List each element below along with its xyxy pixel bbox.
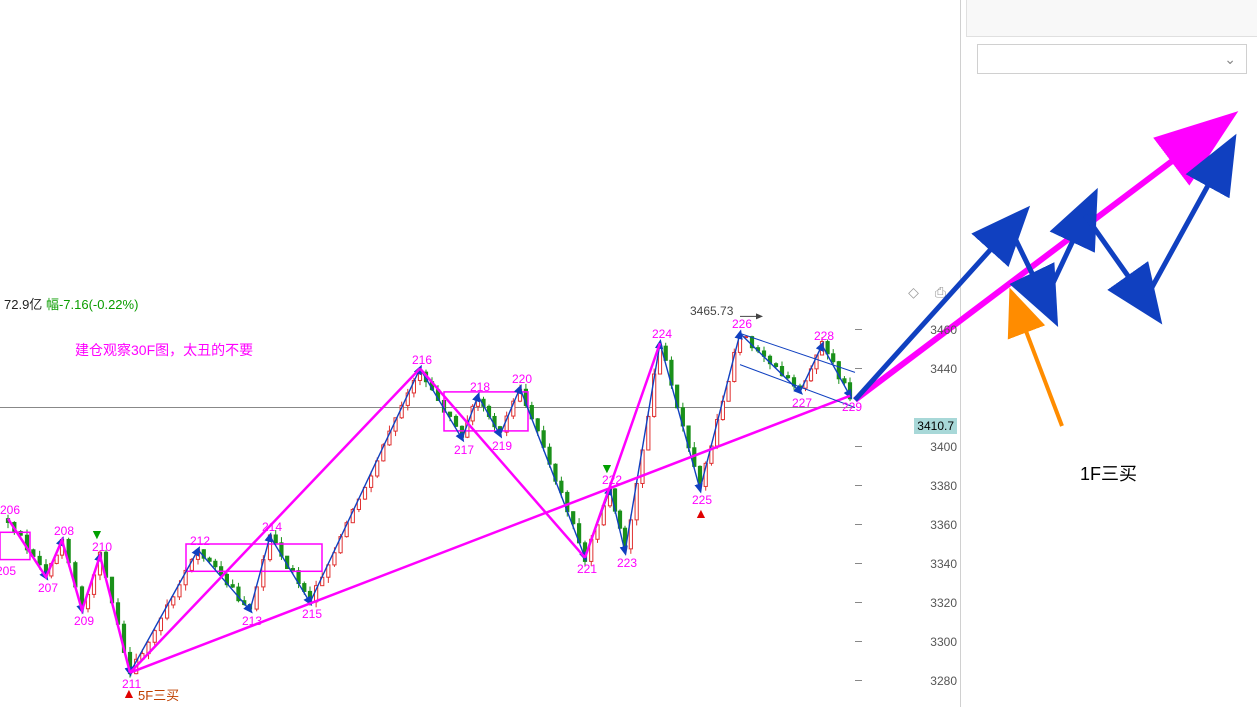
peak-value-label: 3465.73 — [690, 304, 733, 318]
pivot-label: 228 — [814, 329, 834, 343]
y-tick-label: 3340 — [930, 557, 957, 571]
y-tick-label: 3400 — [930, 440, 957, 454]
annotation-1f-buy: 1F三买 — [1080, 460, 1137, 486]
y-tick-label: 3300 — [930, 635, 957, 649]
panel-divider — [960, 0, 961, 707]
chart-toolbar-icons[interactable]: ◇ ⎙ — [908, 284, 952, 301]
pivot-label: 218 — [470, 380, 490, 394]
y-tick-label: 3320 — [930, 596, 957, 610]
y-tick-label: 3460 — [930, 323, 957, 337]
pivot-label: 217 — [454, 443, 474, 457]
buy-marker-icon: ▲ — [122, 685, 136, 701]
pivot-label: 208 — [54, 524, 74, 538]
pivot-label: 209 — [74, 614, 94, 628]
sell-marker-icon: ▼ — [90, 526, 104, 542]
y-tick-label: 3440 — [930, 362, 957, 376]
pivot-label: 205 — [0, 564, 16, 578]
pivot-label: 221 — [577, 562, 597, 576]
annotation-build-position: 建仓观察30F图，太丑的不要 — [75, 340, 253, 360]
amplitude-text: 幅-7.16(-0.22%) — [46, 297, 138, 312]
pivot-label: 220 — [512, 372, 532, 386]
pivot-label: 206 — [0, 503, 20, 517]
volume-text: 72.9亿 — [4, 297, 42, 312]
pivot-label: 226 — [732, 317, 752, 331]
pivot-label: 229 — [842, 400, 862, 414]
sell-marker-icon: ▼ — [600, 460, 614, 476]
buy-marker-icon: ▲ — [694, 505, 708, 521]
pivot-label: 213 — [242, 614, 262, 628]
selector-dropdown[interactable]: ⌄ — [977, 44, 1247, 74]
pivot-label: 227 — [792, 396, 812, 410]
y-tick-label: 3280 — [930, 674, 957, 688]
pivot-label: 215 — [302, 607, 322, 621]
pivot-label: 207 — [38, 581, 58, 595]
pivot-label: 214 — [262, 520, 282, 534]
pivot-label: 212 — [190, 534, 210, 548]
current-price-marker: 3410.7 — [914, 418, 957, 434]
pivot-label: 223 — [617, 556, 637, 570]
y-tick-label: 3360 — [930, 518, 957, 532]
top-toolbar — [966, 0, 1257, 37]
chevron-down-icon: ⌄ — [1224, 51, 1236, 68]
chart-header: 72.9亿 幅-7.16(-0.22%) — [4, 294, 138, 313]
pivot-label: 224 — [652, 327, 672, 341]
pivot-label: 216 — [412, 353, 432, 367]
pivot-label: 219 — [492, 439, 512, 453]
y-tick-label: 3380 — [930, 479, 957, 493]
annotation-5f-buy: 5F三买 — [138, 685, 179, 704]
app-container: ⌄ 72.9亿 幅-7.16(-0.22%) ◇ ⎙ 建仓观察30F图，太丑的不… — [0, 0, 1257, 707]
